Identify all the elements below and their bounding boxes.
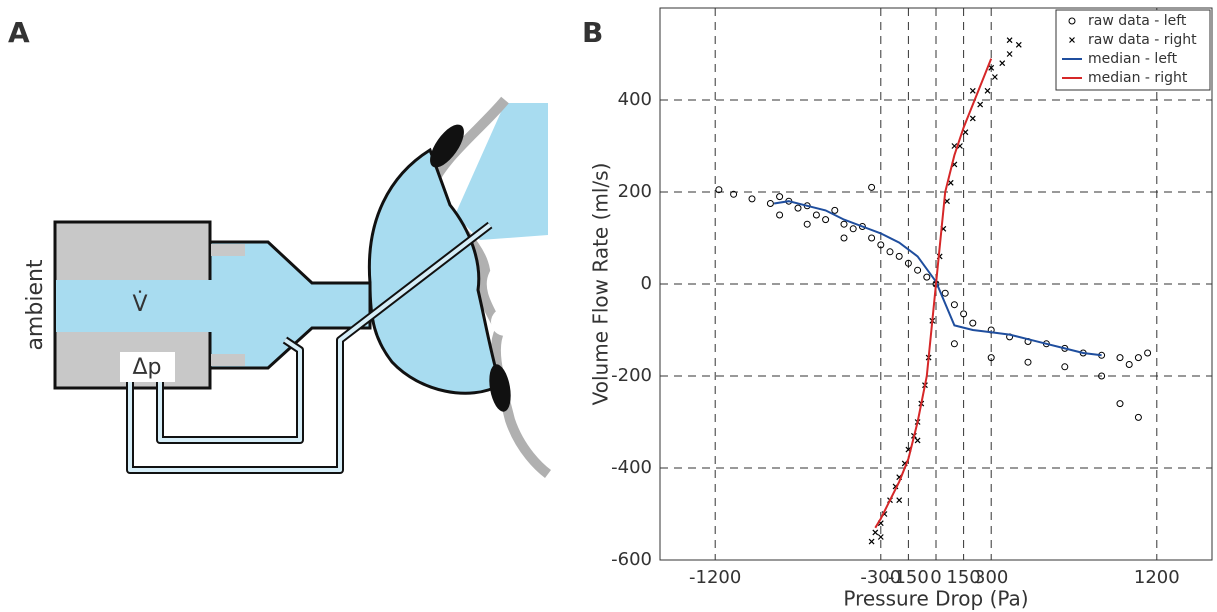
point [1117, 355, 1123, 361]
point [896, 253, 902, 259]
y-tick-label: -200 [611, 365, 652, 386]
x-axis-title: Pressure Drop (Pa) [843, 587, 1028, 611]
flow-label: V̇ [132, 291, 147, 317]
point [948, 180, 953, 185]
x-tick-label: 300 [974, 567, 1008, 588]
face-skin [455, 103, 548, 240]
legend-label: raw data - right [1088, 32, 1197, 48]
point [869, 184, 875, 190]
point [1016, 42, 1021, 47]
point [777, 194, 783, 200]
point [1135, 355, 1141, 361]
legend-label: raw data - left [1088, 13, 1187, 29]
point [749, 196, 755, 202]
point [942, 290, 948, 296]
x-tick-label: -150 [888, 567, 929, 588]
point [897, 498, 902, 503]
point [1145, 350, 1151, 356]
point [841, 235, 847, 241]
point [832, 207, 838, 213]
y-axis-title: Volume Flow Rate (ml/s) [589, 163, 613, 406]
panel-label: A [8, 16, 30, 49]
point [978, 102, 983, 107]
point [992, 75, 997, 80]
point [1062, 364, 1068, 370]
point [970, 116, 975, 121]
legend: raw data - left raw data - right median - … [1056, 10, 1210, 90]
median-line [774, 201, 1102, 355]
point [1000, 61, 1005, 66]
point [869, 235, 875, 241]
point [869, 539, 874, 544]
panel-label: B [582, 16, 603, 49]
point [970, 320, 976, 326]
point [970, 88, 975, 93]
point [878, 535, 883, 540]
legend-label: median - left [1088, 51, 1178, 67]
point [1007, 38, 1012, 43]
y-tick-label: 0 [641, 273, 652, 294]
point [924, 274, 930, 280]
point [823, 217, 829, 223]
point [813, 212, 819, 218]
point [873, 530, 878, 535]
point [841, 221, 847, 227]
point [1025, 359, 1031, 365]
lips [491, 308, 519, 336]
point [1117, 401, 1123, 407]
point [850, 226, 856, 232]
median-line [875, 59, 991, 528]
point [804, 221, 810, 227]
flow-channel [56, 280, 246, 332]
point [951, 341, 957, 347]
x-tick-label: -1200 [689, 567, 741, 588]
point [777, 212, 783, 218]
panel-a: A Δp V̇ ambient [8, 16, 548, 474]
point [1135, 414, 1141, 420]
figure: A Δp V̇ ambient B-1200-300-1500150300120… [0, 0, 1217, 612]
housing-insert [211, 354, 245, 366]
housing-insert [211, 244, 245, 256]
point [915, 267, 921, 273]
y-tick-label: -400 [611, 457, 652, 478]
point [795, 205, 801, 211]
x-tick-label: 0 [930, 567, 941, 588]
pressure-label: Δp [132, 355, 161, 380]
point [887, 249, 893, 255]
point [985, 88, 990, 93]
point [1007, 52, 1012, 57]
y-tick-label: -600 [611, 549, 652, 570]
y-tick-label: 200 [618, 181, 652, 202]
x-tick-label: 1200 [1134, 567, 1180, 588]
point [1126, 362, 1132, 368]
point [951, 302, 957, 308]
legend-label: median - right [1088, 70, 1188, 86]
point [915, 438, 920, 443]
point [767, 201, 773, 207]
ambient-label: ambient [23, 259, 48, 350]
y-tick-label: 400 [618, 89, 652, 110]
